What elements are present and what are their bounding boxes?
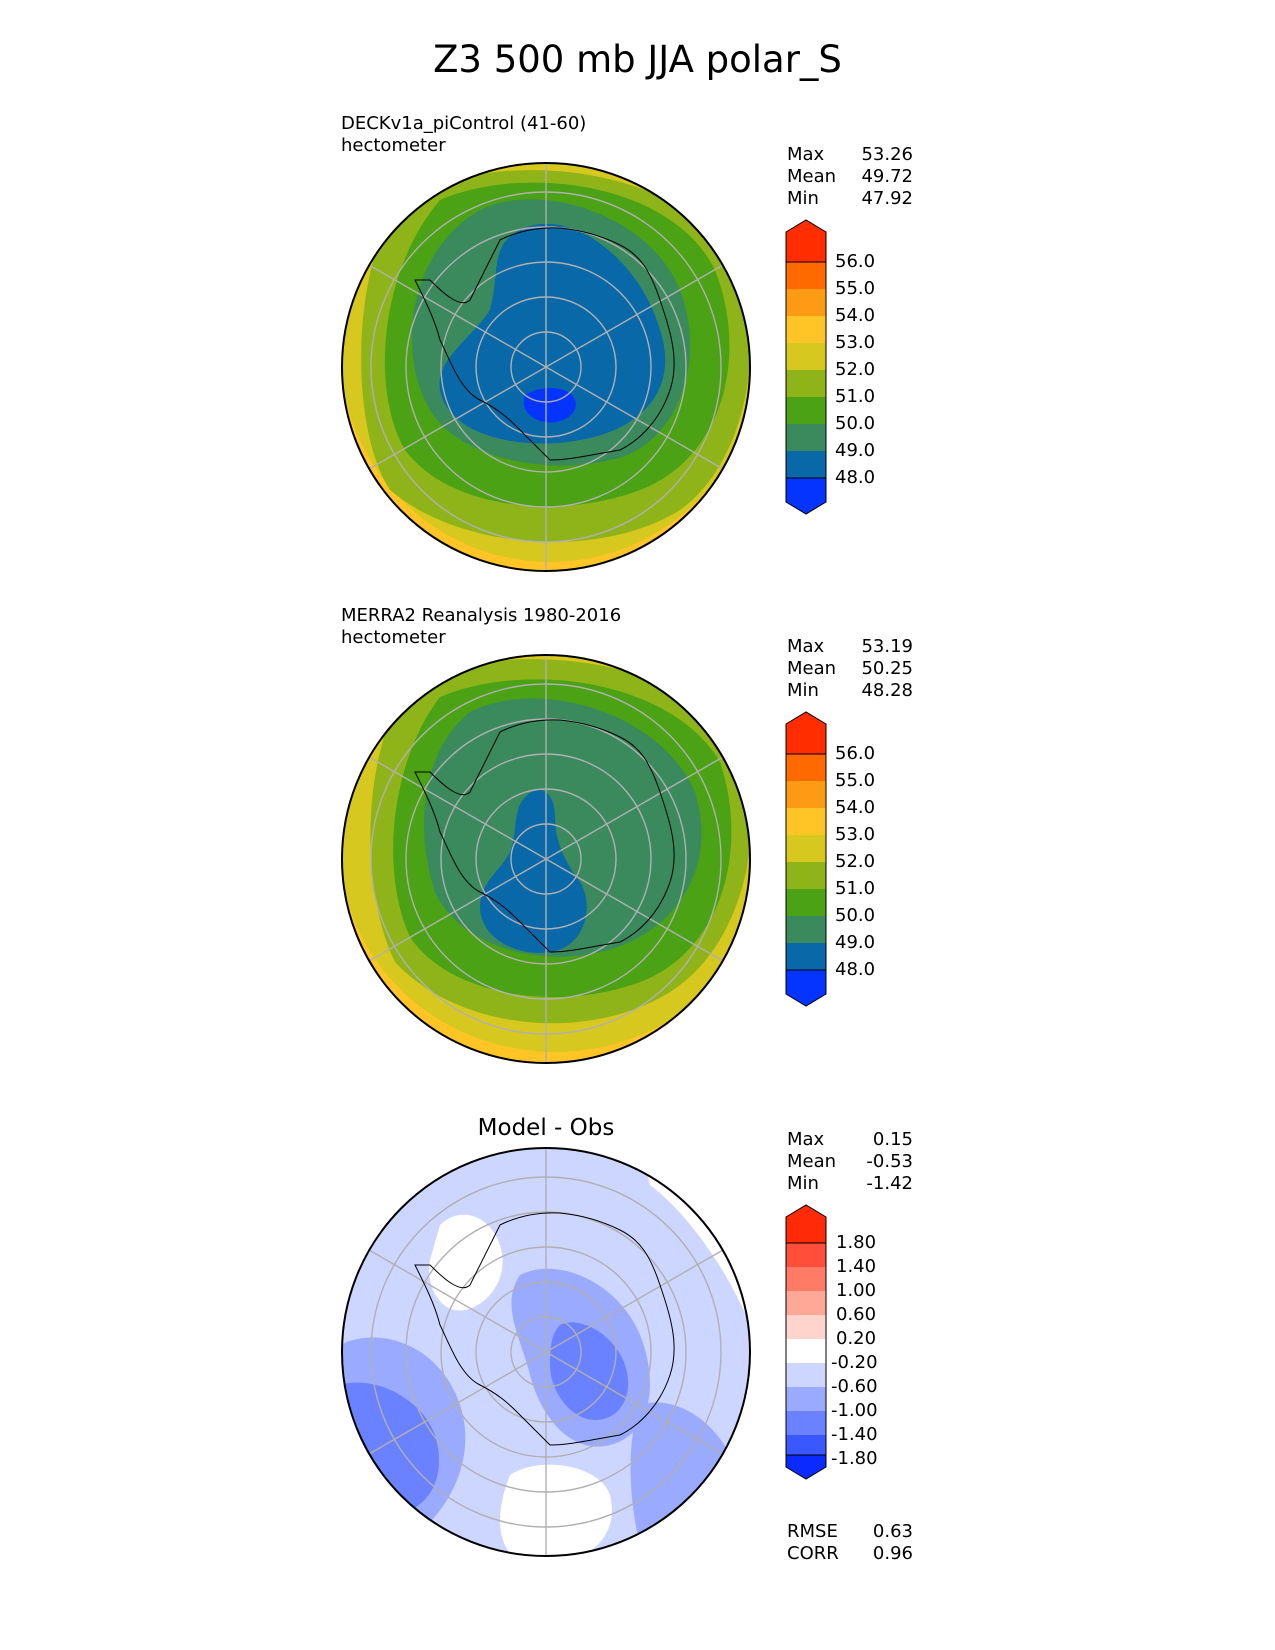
contour-white-nw — [429, 1214, 503, 1311]
stat-mean-label: Mean — [787, 166, 837, 187]
map-graticule — [368, 655, 724, 1063]
stat-max-value: 53.19 — [861, 636, 913, 657]
stat-min-label: Min — [787, 680, 819, 701]
colorbar-tick-label: 51.0 — [835, 386, 876, 407]
colorbar-extend-max — [785, 1204, 827, 1244]
panel1-stats: Max 53.26 Mean 49.72 Min 47.92 — [787, 144, 913, 210]
stat-max-label: Max — [787, 144, 825, 165]
colorbar-tick-label: 48.0 — [835, 467, 876, 488]
panel2-units: hectometer — [341, 627, 446, 648]
panel2-dataset-name: MERRA2 Reanalysis 1980-2016 — [341, 605, 622, 626]
colorbar-tick-label: 56.0 — [835, 251, 876, 272]
colorbar-tick-label: 55.0 — [835, 770, 876, 791]
coastline-antarctica — [414, 227, 675, 461]
colorbar-tick-label: 1.80 — [836, 1232, 877, 1253]
colorbar-tick-label: 53.0 — [835, 824, 876, 845]
contour-blue-core — [439, 223, 666, 444]
colorbar-extend-max — [785, 219, 827, 263]
map-boundary — [341, 654, 751, 1064]
panel1-polar-map — [341, 162, 751, 572]
coastline-antarctica — [414, 1212, 675, 1446]
colorbar-extend-min — [785, 969, 827, 1007]
colorbar-tick-label: 50.0 — [835, 413, 876, 434]
panel3-polar-map — [341, 1147, 751, 1557]
contour-blue-core — [480, 789, 587, 953]
colorbar-extend-min — [785, 1454, 827, 1480]
stat-mean-value: 50.25 — [861, 658, 913, 679]
contour-dark-center — [550, 1322, 629, 1420]
metric-corr-value: 0.96 — [872, 1543, 913, 1564]
stat-max-value: 53.26 — [861, 144, 913, 165]
panel2-polar-map — [341, 654, 751, 1064]
colorbar-tick-label: 50.0 — [835, 905, 876, 926]
colorbar-extend-min — [785, 477, 827, 515]
panel3-title: Model - Obs — [477, 1115, 615, 1141]
colorbar-tick-label: 52.0 — [835, 851, 876, 872]
contour-white-s — [500, 1464, 612, 1556]
panel3-metrics: RMSE 0.63 CORR 0.96 — [787, 1521, 913, 1565]
stat-min-label: Min — [787, 188, 819, 209]
panel2-colorbar — [785, 711, 827, 1007]
colorbar-tick-label: 1.40 — [836, 1256, 877, 1277]
stat-max-label: Max — [787, 636, 825, 657]
coastline-antarctica — [414, 719, 675, 953]
panel2-stats: Max 53.19 Mean 50.25 Min 48.28 — [787, 636, 913, 702]
metric-rmse-label: RMSE — [787, 1521, 838, 1542]
panel1-case-name: DECKv1a_piControl (41-60) — [341, 113, 587, 134]
colorbar-tick-label: 0.60 — [836, 1304, 877, 1325]
stat-mean-value: 49.72 — [861, 166, 913, 187]
map-boundary — [341, 162, 751, 572]
colorbar-tick-label: 54.0 — [835, 797, 876, 818]
colorbar-tick-label: 1.00 — [836, 1280, 877, 1301]
contour-minimum — [523, 388, 576, 423]
panel1-colorbar — [785, 219, 827, 515]
colorbar-tick-label: 48.0 — [835, 959, 876, 980]
colorbar-tick-label: 54.0 — [835, 305, 876, 326]
colorbar-tick-label: -1.80 — [831, 1448, 878, 1469]
colorbar-tick-label: -1.40 — [831, 1424, 878, 1445]
colorbar-tick-label: 53.0 — [835, 332, 876, 353]
panel2-label: MERRA2 Reanalysis 1980-2016 hectometer — [341, 605, 621, 649]
metric-corr-label: CORR — [787, 1543, 839, 1564]
colorbar-tick-label: 49.0 — [835, 440, 876, 461]
map-graticule — [368, 163, 724, 571]
stat-min-label: Min — [787, 1173, 819, 1194]
colorbar-extend-max — [785, 711, 827, 755]
colorbar-tick-label: 52.0 — [835, 359, 876, 380]
colorbar-tick-label: -0.60 — [831, 1376, 878, 1397]
stat-min-value: 47.92 — [861, 188, 913, 209]
stat-max-label: Max — [787, 1129, 825, 1150]
panel3-colorbar — [785, 1204, 827, 1480]
metric-rmse-value: 0.63 — [872, 1521, 913, 1542]
panel1-label: DECKv1a_piControl (41-60) hectometer — [341, 113, 586, 157]
stat-mean-label: Mean — [787, 658, 837, 679]
stat-min-value: 48.28 — [861, 680, 913, 701]
colorbar-tick-label: 49.0 — [835, 932, 876, 953]
figure-title: Z3 500 mb JJA polar_S — [433, 38, 842, 81]
panel1-units: hectometer — [341, 135, 446, 156]
stat-min-value: -1.42 — [866, 1173, 913, 1194]
colorbar-tick-label: 55.0 — [835, 278, 876, 299]
panel3-stats: Max 0.15 Mean -0.53 Min -1.42 — [787, 1129, 913, 1195]
stat-max-value: 0.15 — [872, 1129, 913, 1150]
stat-mean-value: -0.53 — [866, 1151, 913, 1172]
colorbar-tick-label: -1.00 — [831, 1400, 878, 1421]
map-graticule — [368, 1148, 724, 1556]
stat-mean-label: Mean — [787, 1151, 837, 1172]
colorbar-tick-label: -0.20 — [831, 1352, 878, 1373]
map-boundary — [341, 1147, 751, 1557]
colorbar-tick-label: 56.0 — [835, 743, 876, 764]
colorbar-tick-label: 0.20 — [836, 1328, 877, 1349]
colorbar-tick-label: 51.0 — [835, 878, 876, 899]
